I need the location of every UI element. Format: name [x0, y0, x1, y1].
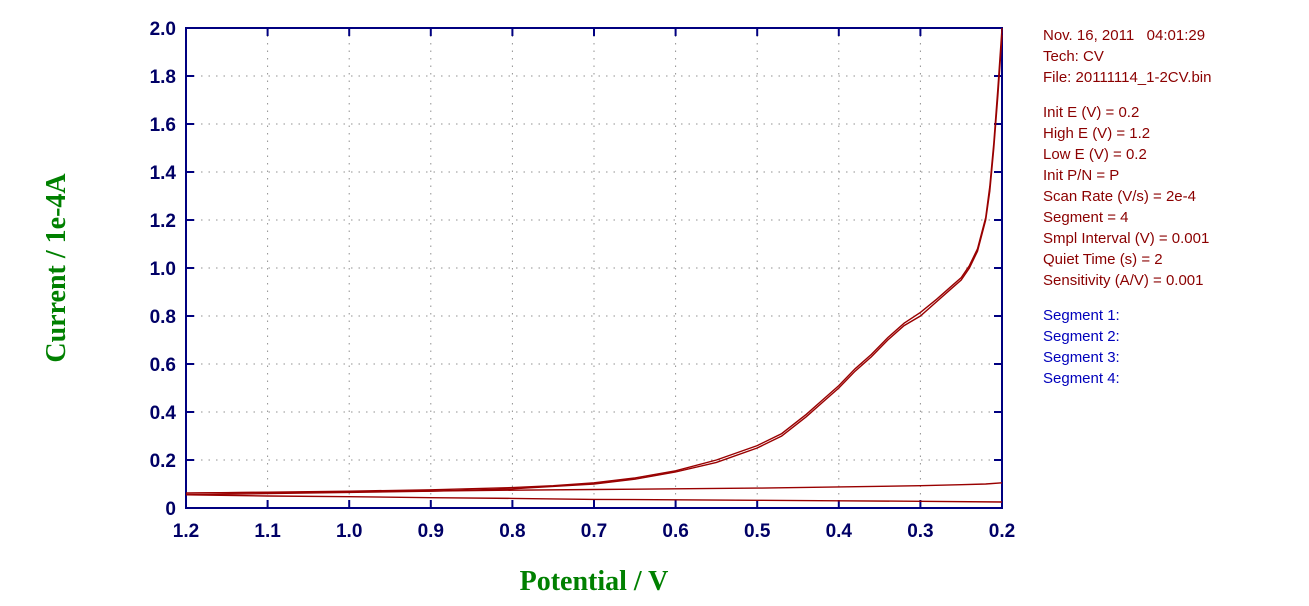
svg-text:0.2: 0.2: [150, 451, 176, 472]
svg-text:0.3: 0.3: [907, 521, 933, 542]
svg-text:1.0: 1.0: [150, 259, 176, 280]
timestamp: Nov. 16, 2011 04:01:29: [1043, 27, 1206, 44]
svg-text:1.0: 1.0: [336, 521, 362, 542]
svg-text:0.2: 0.2: [989, 521, 1015, 542]
y-axis-title: Current / 1e-4A: [41, 173, 72, 363]
file-name: File: 20111114_1-2CV.bin: [1043, 69, 1212, 86]
segment-label-1: Segment 1:: [1043, 307, 1120, 324]
svg-text:1.8: 1.8: [150, 67, 176, 88]
svg-text:0.4: 0.4: [826, 521, 853, 542]
svg-text:0.5: 0.5: [744, 521, 771, 542]
info-panel: Nov. 16, 2011 04:01:29 Tech: CV File: 20…: [1043, 27, 1211, 391]
svg-text:1.1: 1.1: [254, 521, 281, 542]
svg-text:0.6: 0.6: [662, 521, 688, 542]
param-init-pn: Init P/N = P: [1043, 167, 1120, 184]
technique-label: Tech: CV: [1043, 48, 1104, 65]
svg-text:0.8: 0.8: [499, 521, 525, 542]
svg-text:0.9: 0.9: [418, 521, 444, 542]
svg-text:0.4: 0.4: [150, 403, 177, 424]
param-scan-rate: Scan Rate (V/s) = 2e-4: [1043, 188, 1196, 205]
svg-text:0.6: 0.6: [150, 355, 176, 376]
param-sensitivity: Sensitivity (A/V) = 0.001: [1043, 272, 1204, 289]
segment-label-4: Segment 4:: [1043, 370, 1120, 387]
param-high-e: High E (V) = 1.2: [1043, 125, 1151, 142]
svg-text:1.4: 1.4: [150, 163, 177, 184]
svg-text:1.6: 1.6: [150, 115, 176, 136]
svg-text:0.7: 0.7: [581, 521, 607, 542]
param-segment: Segment = 4: [1043, 209, 1129, 226]
svg-text:1.2: 1.2: [173, 521, 199, 542]
param-init-e: Init E (V) = 0.2: [1043, 104, 1140, 121]
segment-label-3: Segment 3:: [1043, 349, 1120, 366]
svg-text:1.2: 1.2: [150, 211, 176, 232]
svg-text:0: 0: [165, 499, 176, 520]
param-low-e: Low E (V) = 0.2: [1043, 146, 1147, 163]
param-smpl-interval: Smpl Interval (V) = 0.001: [1043, 230, 1210, 247]
param-quiet-time: Quiet Time (s) = 2: [1043, 251, 1163, 268]
svg-text:2.0: 2.0: [150, 19, 176, 40]
x-axis-title: Potential / V: [519, 566, 669, 597]
segment-label-2: Segment 2:: [1043, 328, 1120, 345]
svg-text:0.8: 0.8: [150, 307, 176, 328]
